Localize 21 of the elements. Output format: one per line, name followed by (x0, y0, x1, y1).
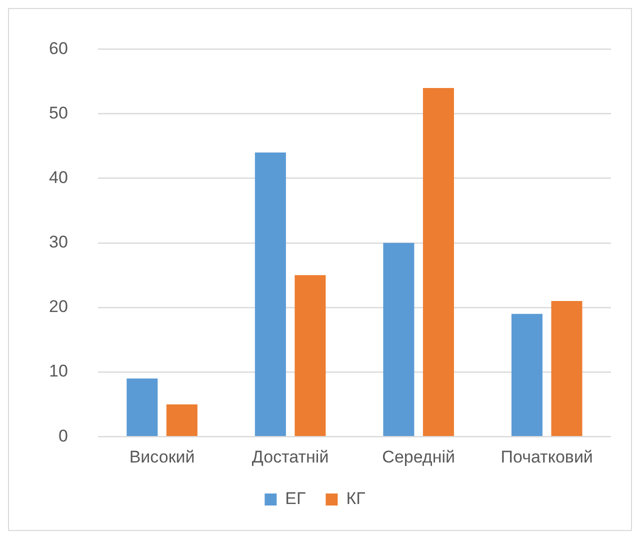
legend-label: КГ (346, 489, 366, 508)
y-tick-label: 20 (48, 297, 68, 316)
legend-label: ЕГ (285, 489, 306, 508)
y-tick-label: 40 (48, 168, 68, 188)
y-tick-label: 30 (48, 232, 68, 252)
y-tick-label: 10 (48, 362, 68, 381)
x-tick-label: Високий (129, 447, 195, 466)
bar (126, 378, 158, 436)
bar (511, 314, 542, 436)
bar (551, 301, 582, 436)
y-tick-label: 50 (48, 103, 68, 122)
y-tick-label: 60 (48, 38, 68, 58)
bar (422, 88, 454, 436)
bar (383, 242, 414, 436)
y-tick-label: 0 (58, 426, 68, 446)
bar (254, 152, 286, 436)
x-tick-label: Початковий (500, 447, 593, 466)
x-tick-label: Достатній (252, 447, 329, 466)
bar (294, 275, 326, 436)
bar (166, 404, 198, 436)
x-tick-label: Середній (382, 447, 456, 466)
